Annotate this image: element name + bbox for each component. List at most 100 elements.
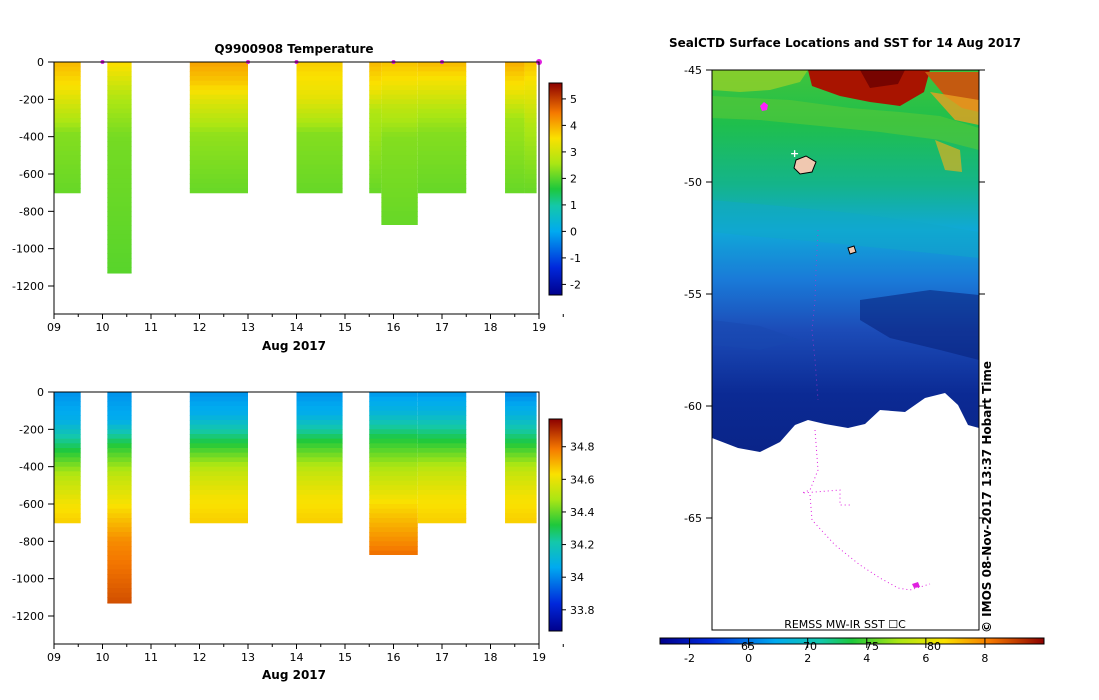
x-tick-label: 17 [435,321,449,334]
colorbar-tick-label: -1 [570,252,581,265]
y-tick-label: -1000 [12,573,44,586]
profile-cell [296,471,343,477]
profile-cell [381,80,418,86]
profile-cell [296,401,343,407]
profile-cell [189,434,248,440]
temperature-section-plot: Q9900908 Temperature 09 10 11 12 13 14 15 16 17 1… [12,42,581,353]
profile-cell [107,272,132,274]
profile-cell [54,429,81,435]
profile-cell [189,429,248,435]
profile-cell [189,90,248,96]
profile-cell [189,174,248,180]
profile-cell [189,141,248,147]
sst-map: SealCTD Surface Locations and SST for 14… [659,36,1045,665]
profile-cell [107,132,132,138]
profile-cell [369,136,382,142]
profile-cell [505,150,525,156]
y-tick-label: -600 [19,498,44,511]
profile-cell [369,99,382,105]
profile-cell [54,174,81,180]
seal-track [801,429,931,591]
profile-cell [381,122,418,128]
profile-cell [107,424,132,430]
temperature-x-label: Aug 2017 [262,339,326,353]
profile-cell [54,160,81,166]
profile-cell [107,108,132,114]
profile-cell [189,132,248,138]
map-latitude-axis: -45 -50 -55 -60 -65 [684,64,985,525]
profile-cell [505,499,537,505]
profile-cell [107,401,132,407]
profile-cell [107,392,132,398]
profile-cell [189,104,248,110]
profile-cell [107,513,132,519]
profile-cell [417,462,467,468]
profile-cell [369,532,418,538]
profile-cell [369,118,382,124]
lat-tick-label: -60 [684,400,702,413]
profile-cell [381,216,418,222]
profile-cell [107,578,132,584]
profile-cell [369,71,382,77]
profile-cell [296,466,343,472]
profile-cell [369,452,418,458]
profile-cell [296,462,343,468]
profile-cell [369,132,382,138]
profile-cell [54,462,81,468]
profile-cell [107,564,132,570]
profile-cell [369,420,418,426]
profile-cell [189,420,248,426]
profile-cell [417,62,467,68]
profile-cell [189,452,248,458]
profile-cell [107,522,132,528]
profile-cell [189,415,248,421]
profile-cell [54,457,81,463]
profile-cell [369,406,418,412]
profile-cell [505,146,525,152]
profile-cell [505,160,525,166]
profile-cell [107,202,132,208]
profile-cell [505,504,537,510]
profile-cell [369,183,382,189]
profile-cell [107,448,132,454]
lat-tick-label: -55 [684,288,702,301]
profile-cell [381,141,418,147]
profile-cell [369,85,382,91]
profile-cell [524,127,537,133]
profile-cell [524,90,537,96]
profile-cell [369,76,382,82]
profile-cell [524,71,537,77]
profile-cell [381,164,418,170]
profile-cell [505,485,537,491]
temperature-plot-title: Q9900908 Temperature [214,42,373,56]
profile-cell [107,76,132,82]
profile-cell [54,406,81,412]
profile-cell [54,518,81,524]
profile-cell [296,132,343,138]
profile-cell [505,174,525,180]
profile-cell [54,118,81,124]
y-tick-label: -800 [19,205,44,218]
profile-cell [369,485,418,491]
profile-cell [54,415,81,421]
profile-cell [107,225,132,231]
y-tick-label: -1200 [12,610,44,623]
profile-cell [296,113,343,119]
profile-cell [369,178,382,184]
profile-cell [107,555,132,561]
x-tick-label: 18 [484,651,498,664]
profile-cell [417,410,467,416]
profile-cell [524,174,537,180]
profile-cell [107,406,132,412]
x-tick-label: 11 [144,321,158,334]
x-tick-label: 09 [47,651,61,664]
profile-cell [369,541,418,547]
profile-cell [417,188,467,194]
profile-cell [296,457,343,463]
profile-cell [107,104,132,110]
profile-cell [189,448,248,454]
profile-cell [417,141,467,147]
sst-source-label: REMSS MW-IR SST ☐C [784,618,906,631]
profile-cell [505,466,537,472]
profile-cell [369,155,382,161]
